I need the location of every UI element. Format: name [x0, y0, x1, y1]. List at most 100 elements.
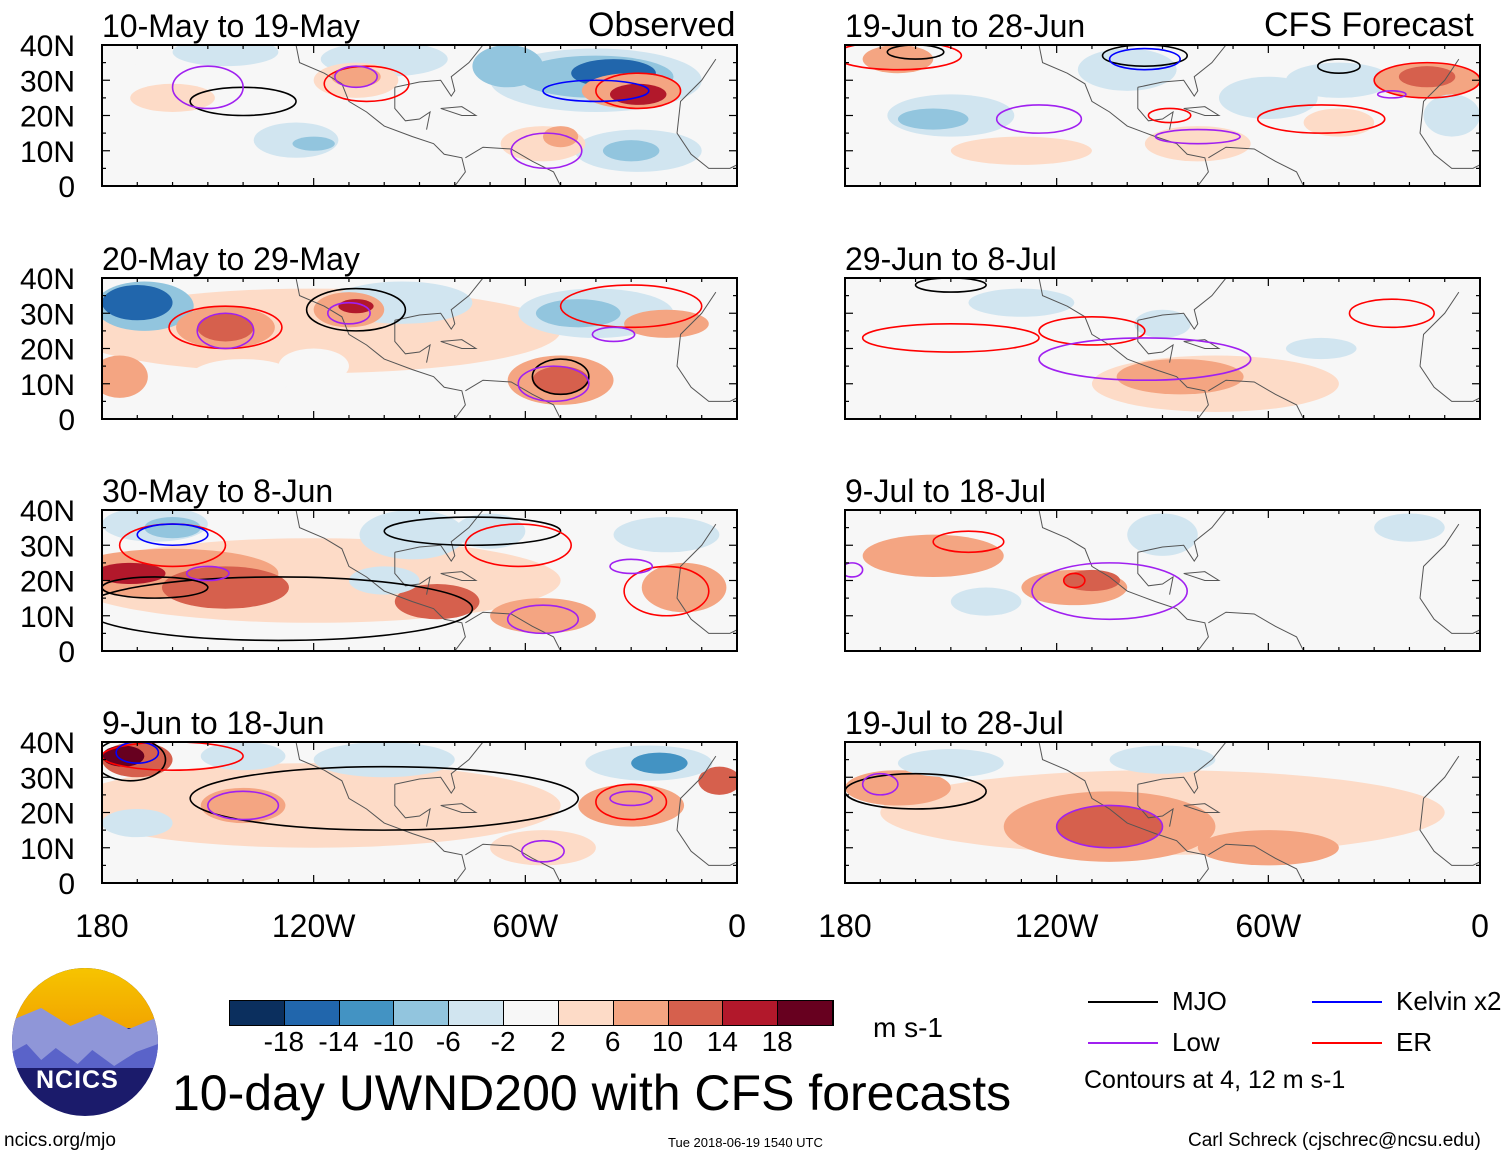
- coastline: [1137, 87, 1174, 130]
- anomaly-shading: [359, 510, 466, 560]
- coastline: [394, 510, 484, 563]
- anomaly-shading: [897, 749, 1004, 778]
- colorbar-swatch: [723, 1001, 779, 1025]
- legend-label: Kelvin x2: [1396, 986, 1502, 1016]
- lat-tick-label: 30N: [20, 530, 75, 563]
- contour-low: [861, 772, 899, 796]
- anomaly-shading: [1116, 359, 1244, 395]
- contour-low: [845, 562, 864, 578]
- anomaly-shading: [278, 348, 349, 384]
- colorbar-label: 2: [550, 1026, 566, 1057]
- colorbar-swatch: [230, 1001, 285, 1025]
- coastline: [295, 742, 466, 883]
- anomaly-shading: [873, 541, 958, 563]
- coastline: [1419, 291, 1480, 402]
- anomaly-shading: [862, 45, 934, 74]
- anomaly-shading: [845, 770, 951, 806]
- contour-er: [932, 530, 1005, 554]
- contour-note: Contours at 4, 12 m s-1: [1084, 1066, 1346, 1094]
- coastline: [1208, 843, 1305, 883]
- contour-low: [1055, 804, 1164, 849]
- lat-tick-label: 30N: [20, 65, 75, 98]
- anomaly-shading: [119, 619, 226, 648]
- anomaly-shading: [1134, 309, 1191, 338]
- contour-low: [517, 365, 590, 403]
- contour-er: [595, 783, 668, 821]
- anomaly-shading: [845, 278, 987, 314]
- anomaly-shading: [1423, 94, 1480, 137]
- coastline: [1137, 742, 1227, 795]
- map-panel: 9-Jul to 18-Jul: [844, 473, 1481, 652]
- coastline: [1419, 523, 1480, 634]
- contour-low: [326, 301, 371, 325]
- coastline: [1038, 45, 1209, 186]
- contour-low: [510, 132, 583, 170]
- anomaly-shading: [1109, 745, 1216, 774]
- lat-tick-label: 20N: [20, 101, 75, 134]
- panel-title: 19-Jul to 28-Jul: [845, 705, 1064, 741]
- anomaly-shading: [313, 742, 455, 778]
- contour-er: [102, 742, 244, 771]
- panel-title: 29-Jun to 8-Jul: [845, 241, 1057, 277]
- colorbar: [229, 1000, 834, 1026]
- contour-er: [1147, 107, 1192, 124]
- contour-er: [845, 45, 963, 71]
- coastline: [440, 339, 478, 349]
- anomaly-shading: [631, 752, 688, 774]
- colorbar-swatch: [394, 1001, 450, 1025]
- anomaly-shading: [454, 513, 526, 549]
- lat-tick-label: 40N: [20, 495, 75, 528]
- anomaly-shading: [172, 45, 279, 67]
- anomaly-shading: [190, 359, 297, 395]
- anomaly-shading: [348, 566, 420, 595]
- map-panel: 19-Jun to 28-Jun: [844, 8, 1481, 187]
- anomaly-shading: [130, 83, 215, 112]
- coastline: [1183, 106, 1221, 116]
- contour-er: [1348, 298, 1435, 329]
- coastline: [676, 58, 737, 169]
- contour-kelvin: [1108, 47, 1181, 71]
- lat-tick-label: 10N: [20, 136, 75, 169]
- anomaly-shading: [968, 288, 1075, 317]
- contour-er: [1373, 61, 1480, 99]
- lat-tick-label: 20N: [20, 334, 75, 367]
- anomaly-shading: [641, 562, 727, 613]
- figure-title: 10-day UWND200 with CFS forecasts: [172, 1065, 1012, 1121]
- lat-tick-label: 10N: [20, 833, 75, 866]
- lat-tick-label: 40N: [20, 263, 75, 296]
- anomaly-shading: [1398, 66, 1456, 88]
- contour-er: [1256, 104, 1386, 134]
- site-link[interactable]: ncics.org/mjo: [4, 1130, 116, 1151]
- panel-title: 19-Jun to 28-Jun: [845, 8, 1085, 44]
- right-column-header: CFS Forecast: [1264, 6, 1474, 44]
- lon-tick-label: 120W: [1015, 908, 1099, 944]
- anomaly-shading: [200, 787, 286, 824]
- panel-title: 30-May to 8-Jun: [102, 473, 333, 509]
- coastline: [465, 146, 562, 186]
- map-panel: 29-Jun to 8-Jul: [844, 241, 1481, 420]
- contour-er: [623, 565, 710, 617]
- coastline: [1038, 510, 1209, 651]
- coastline: [394, 742, 484, 795]
- contour-mjo: [914, 278, 987, 293]
- contour-mjo: [305, 287, 407, 332]
- left-column-header: Observed: [588, 6, 736, 44]
- contour-mjo: [1316, 58, 1361, 75]
- coastline: [295, 45, 466, 186]
- coastline: [394, 784, 431, 827]
- anomaly-shading: [602, 140, 660, 162]
- coastline: [1208, 379, 1305, 419]
- legend-line-kelvin: [1312, 1001, 1382, 1003]
- coastline: [394, 87, 431, 130]
- contour-low: [185, 565, 230, 582]
- coastline: [394, 552, 431, 595]
- anomaly-shading: [1296, 742, 1382, 771]
- coastline: [1137, 510, 1227, 563]
- anomaly-shading: [610, 83, 667, 105]
- legend-label: Low: [1172, 1027, 1220, 1057]
- coastline: [465, 379, 562, 419]
- anomaly-shading: [1285, 566, 1392, 595]
